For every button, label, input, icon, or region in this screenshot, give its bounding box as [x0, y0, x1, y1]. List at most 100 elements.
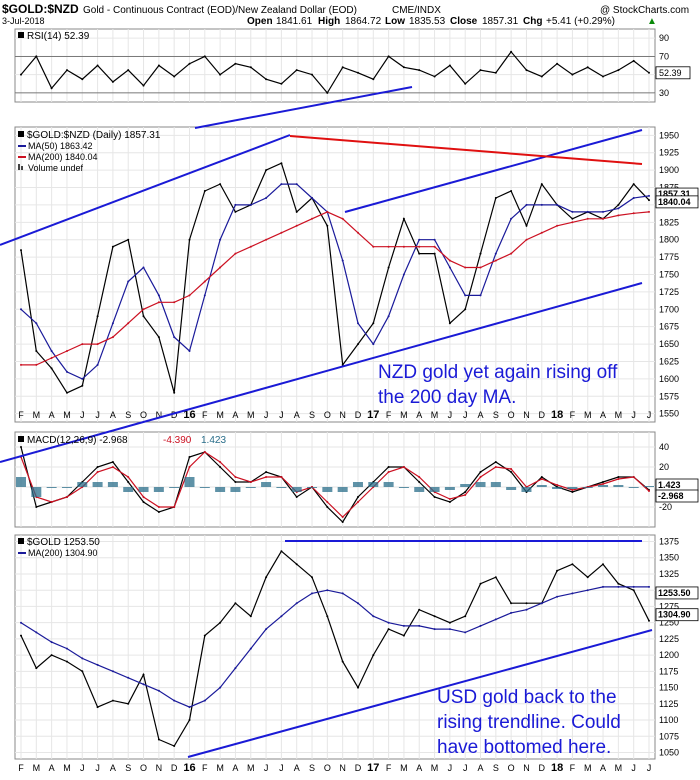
x-tick-label: 17: [367, 409, 379, 421]
y-tick-label: 1875: [659, 183, 679, 193]
data-point: [295, 602, 298, 605]
data-point: [418, 69, 421, 72]
y-tick-label: 1325: [659, 569, 679, 579]
usd-legend: $GOLD 1253.50 MA(200) 1304.90: [18, 537, 100, 558]
data-point: [433, 615, 436, 618]
data-point: [510, 217, 513, 220]
x-tick-label: D: [171, 763, 178, 773]
rsi-legend-text: RSI(14) 52.39: [27, 31, 90, 42]
x-tick-label: J: [631, 763, 636, 773]
data-point: [35, 322, 38, 325]
x-tick-label: J: [448, 763, 453, 773]
y-tick-label: 1075: [659, 731, 679, 741]
trendline-layer: [0, 86, 653, 758]
last-value-label: 1857.31: [658, 189, 691, 199]
data-point: [571, 491, 574, 493]
data-point: [173, 75, 176, 78]
x-tick-label: D: [355, 763, 362, 773]
data-point: [219, 266, 222, 269]
data-point: [341, 259, 344, 262]
data-point: [173, 506, 176, 508]
nzd-annotation: NZD gold yet again rising off the 200 da…: [378, 362, 618, 408]
data-point: [188, 294, 191, 297]
last-value-label: 1304.90: [658, 610, 691, 620]
x-tick-label: N: [339, 410, 346, 420]
data-point: [142, 496, 145, 498]
x-tick-label: 18: [551, 409, 563, 421]
data-point: [602, 481, 604, 483]
data-point: [295, 224, 298, 227]
x-tick-label: M: [584, 763, 592, 773]
data-point: [66, 496, 68, 498]
data-point: [203, 699, 206, 702]
y-tick-label: 1750: [659, 270, 679, 280]
data-point: [295, 69, 298, 72]
data-point: [632, 476, 635, 478]
macd-histogram-bar: [199, 487, 210, 488]
data-point: [188, 706, 191, 709]
data-point: [50, 501, 53, 503]
data-point: [157, 64, 160, 67]
data-point: [35, 631, 38, 634]
data-point: [142, 308, 145, 311]
data-point: [265, 78, 268, 81]
data-point: [341, 516, 344, 518]
macd-histogram-bar: [107, 482, 118, 487]
x-tick-label: A: [600, 410, 606, 420]
y-tick-label: 1225: [659, 634, 679, 644]
data-point: [311, 217, 313, 220]
macd-histogram-bar: [444, 487, 455, 490]
y-tick-label: 1150: [659, 683, 678, 693]
data-point: [387, 266, 390, 269]
data-point: [586, 576, 589, 579]
data-point: [326, 589, 329, 592]
data-point: [571, 563, 574, 566]
last-value-box: [655, 66, 691, 80]
data-point: [295, 210, 298, 213]
nzd-annotation-line-2: the 200 day MA.: [378, 387, 516, 408]
data-point: [433, 75, 436, 78]
x-tick-label: F: [18, 763, 24, 773]
data-point: [540, 231, 543, 234]
data-point: [632, 183, 635, 186]
x-tick-label: J: [279, 763, 284, 773]
data-point: [372, 343, 375, 346]
data-point: [249, 615, 252, 618]
data-point: [326, 224, 329, 227]
data-point: [387, 466, 390, 468]
data-point: [556, 569, 559, 572]
data-point: [203, 451, 206, 453]
series-line-macd: [20, 446, 650, 523]
data-point: [648, 210, 650, 213]
data-point: [357, 322, 359, 325]
macd-histogram-bar: [628, 487, 639, 488]
high-value: 1864.72: [345, 16, 382, 27]
data-point: [402, 273, 405, 276]
data-point: [632, 59, 635, 62]
data-point: [387, 471, 390, 473]
y-tick-label: 1600: [659, 374, 679, 384]
low-value: 1835.53: [409, 16, 446, 27]
x-tick-label: O: [140, 763, 147, 773]
high-label: High: [318, 16, 340, 27]
data-point: [96, 471, 99, 473]
data-point: [617, 207, 620, 210]
data-point: [586, 210, 589, 213]
data-point: [341, 592, 344, 595]
data-point: [265, 471, 268, 473]
data-point: [173, 391, 176, 394]
data-point: [96, 64, 99, 67]
data-point: [188, 466, 191, 468]
x-tick-label: F: [386, 763, 392, 773]
usd-gold-panel: [14, 534, 656, 760]
last-value-label: 1.423: [658, 480, 681, 490]
data-point: [157, 336, 160, 339]
data-point: [157, 738, 160, 741]
data-point: [479, 582, 482, 585]
x-tick-label: J: [631, 410, 636, 420]
data-point: [50, 641, 53, 644]
data-point: [372, 615, 375, 618]
data-point: [280, 231, 283, 234]
data-point: [479, 476, 482, 478]
data-point: [602, 563, 604, 566]
